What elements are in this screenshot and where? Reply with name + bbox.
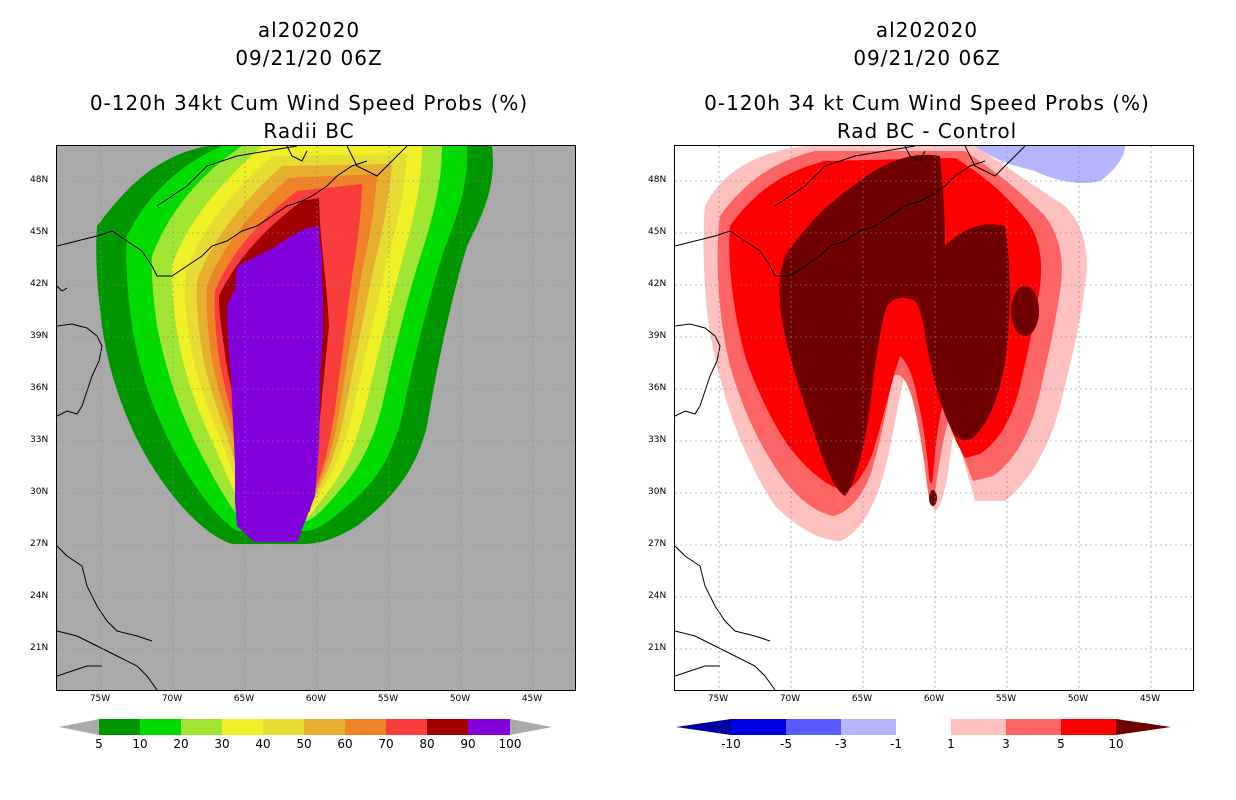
right-colorbar-swatch-1	[786, 719, 841, 735]
diff-spot-east	[1011, 286, 1039, 336]
left-colorbar-swatch-8	[427, 719, 468, 735]
left-cb-label-2: 20	[173, 737, 189, 751]
right-main-title: 0-120h 34 kt Cum Wind Speed Probs (%)	[704, 91, 1150, 115]
left-colorbar-swatch-2	[181, 719, 222, 735]
left-lon-65: 65W	[233, 694, 255, 704]
right-lat-33: 33N	[648, 435, 667, 445]
right-cb-label-4: 1	[947, 737, 955, 751]
left-colorbar-swatch-6	[345, 719, 386, 735]
left-colorbar-swatch-0	[99, 719, 140, 735]
left-colorbar-swatch-4	[263, 719, 304, 735]
right-lat-36: 36N	[648, 383, 667, 393]
right-lat-27: 27N	[648, 539, 667, 549]
right-colorbar-extend-high	[1116, 719, 1171, 735]
coastlines	[57, 146, 408, 690]
right-lon-45: 45W	[1139, 694, 1161, 704]
left-lat-42: 42N	[30, 279, 49, 289]
diff-spot-30n-60w	[929, 490, 937, 506]
left-lon-45: 45W	[521, 694, 543, 704]
left-cb-label-8: 80	[419, 737, 435, 751]
right-lon-60: 60W	[923, 694, 945, 704]
right-storm-id: al202020	[875, 18, 979, 42]
right-lat-24: 24N	[648, 591, 667, 601]
right-colorbar-extend-low	[676, 719, 731, 735]
left-map-svg	[57, 146, 575, 690]
left-lon-70: 70W	[161, 694, 183, 704]
band-100	[232, 226, 322, 542]
right-cb-label-7: 10	[1108, 737, 1124, 751]
left-panel: al202020 09/21/20 06Z 0-120h 34kt Cum Wi…	[30, 18, 576, 751]
right-lon-55: 55W	[995, 694, 1017, 704]
gridlines	[57, 146, 575, 690]
left-cb-label-6: 60	[337, 737, 353, 751]
left-colorbar-swatch-7	[386, 719, 427, 735]
left-cb-label-5: 50	[296, 737, 312, 751]
right-cb-label-6: 5	[1057, 737, 1065, 751]
right-coastlines	[675, 146, 1026, 690]
left-subtitle: Radii BC	[263, 119, 355, 143]
right-lon-65: 65W	[851, 694, 873, 704]
left-colorbar-extend-high	[510, 719, 552, 735]
left-map	[56, 145, 576, 691]
right-map	[674, 145, 1194, 691]
left-cb-label-10: 100	[498, 737, 522, 751]
right-colorbar-swatch-0	[731, 719, 786, 735]
right-cb-label-5: 3	[1002, 737, 1010, 751]
left-storm-id: al202020	[257, 18, 361, 42]
left-lat-36: 36N	[30, 383, 49, 393]
left-lat-39: 39N	[30, 331, 49, 341]
left-lat-24: 24N	[30, 591, 49, 601]
right-lat-48: 48N	[648, 175, 667, 185]
right-lat-45: 45N	[648, 227, 667, 237]
left-colorbar-swatch-3	[222, 719, 263, 735]
right-lon-75: 75W	[707, 694, 729, 704]
left-colorbar-extend-low	[59, 719, 99, 735]
right-date: 09/21/20 06Z	[853, 46, 1001, 70]
right-lat-39: 39N	[648, 331, 667, 341]
right-colorbar-swatch-6	[1061, 719, 1116, 735]
right-colorbar-swatch-3	[896, 719, 951, 735]
left-lon-55: 55W	[377, 694, 399, 704]
left-lat-21: 21N	[30, 643, 49, 653]
left-lat-33: 33N	[30, 435, 49, 445]
right-cb-label-2: -3	[835, 737, 847, 751]
right-gridlines	[675, 146, 1193, 690]
right-lat-21: 21N	[648, 643, 667, 653]
right-cb-label-1: -5	[780, 737, 792, 751]
left-colorbar	[59, 719, 552, 735]
right-subtitle: Rad BC - Control	[836, 119, 1018, 143]
diff-band-negative	[975, 146, 1125, 183]
left-colorbar-swatch-1	[140, 719, 181, 735]
right-lon-50: 50W	[1067, 694, 1089, 704]
right-cb-label-0: -10	[721, 737, 741, 751]
left-colorbar-swatch-5	[304, 719, 345, 735]
left-cb-label-7: 70	[378, 737, 394, 751]
left-date: 09/21/20 06Z	[235, 46, 383, 70]
left-cb-label-3: 30	[214, 737, 230, 751]
left-lat-30: 30N	[30, 487, 49, 497]
diff-band-above-10	[779, 154, 1010, 496]
right-lat-42: 42N	[648, 279, 667, 289]
right-lon-70: 70W	[779, 694, 801, 704]
left-main-title: 0-120h 34kt Cum Wind Speed Probs (%)	[89, 91, 529, 115]
right-map-svg	[675, 146, 1193, 690]
left-lat-48: 48N	[30, 175, 49, 185]
right-colorbar-swatch-5	[1006, 719, 1061, 735]
left-lon-75: 75W	[89, 694, 111, 704]
left-cb-label-9: 90	[460, 737, 476, 751]
right-lat-30: 30N	[648, 487, 667, 497]
left-cb-label-0: 5	[95, 737, 103, 751]
left-colorbar-swatch-9	[468, 719, 510, 735]
left-lon-60: 60W	[305, 694, 327, 704]
left-lat-45: 45N	[30, 227, 49, 237]
right-colorbar	[676, 719, 1171, 735]
left-lon-50: 50W	[449, 694, 471, 704]
right-panel: al202020 09/21/20 06Z 0-120h 34 kt Cum W…	[618, 0, 1236, 800]
left-cb-label-1: 10	[132, 737, 148, 751]
right-colorbar-swatch-2	[841, 719, 896, 735]
right-colorbar-swatch-4	[951, 719, 1006, 735]
left-lat-27: 27N	[30, 539, 49, 549]
left-cb-label-4: 40	[255, 737, 271, 751]
right-cb-label-3: -1	[890, 737, 902, 751]
